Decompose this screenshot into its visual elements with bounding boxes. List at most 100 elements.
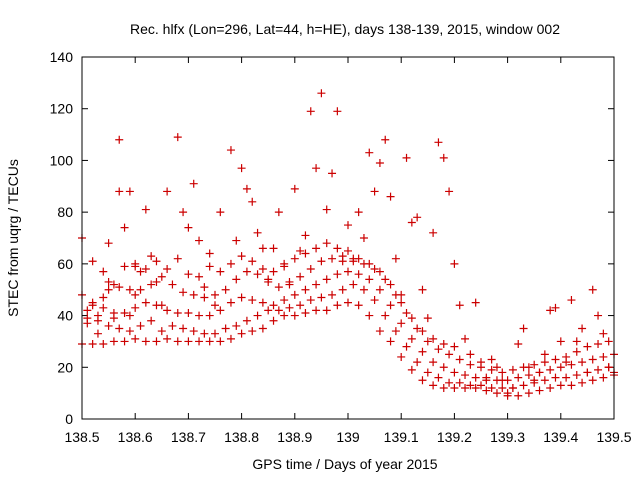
data-point (354, 208, 363, 217)
data-point (349, 257, 358, 266)
data-point (163, 187, 172, 196)
data-point (381, 311, 390, 320)
data-point (333, 301, 342, 310)
data-point (173, 133, 182, 142)
data-point (280, 296, 289, 305)
data-point (418, 376, 427, 385)
data-point (264, 306, 273, 315)
data-point (370, 187, 379, 196)
data-point (157, 272, 166, 281)
data-point (109, 337, 118, 346)
data-point (211, 290, 219, 299)
data-point (274, 208, 283, 217)
data-point (562, 373, 571, 382)
data-point (471, 298, 480, 307)
data-point (583, 368, 592, 377)
data-point (354, 270, 363, 279)
data-point (328, 254, 337, 263)
data-point (189, 290, 198, 299)
data-point (407, 334, 416, 343)
data-point (195, 311, 204, 320)
data-point (99, 303, 108, 312)
data-point (429, 334, 438, 343)
data-point (439, 340, 448, 349)
data-point (131, 303, 140, 312)
x-tick-label: 139.1 (384, 429, 419, 445)
data-point (375, 159, 384, 168)
data-point (551, 373, 560, 382)
data-point (200, 293, 209, 302)
data-point (317, 293, 326, 302)
data-point (429, 358, 438, 367)
data-point (455, 301, 464, 310)
data-point (503, 376, 512, 385)
data-point (93, 329, 102, 338)
y-tick-label: 0 (65, 411, 73, 427)
y-tick-label: 120 (50, 101, 74, 117)
data-point (434, 345, 443, 354)
data-point (312, 164, 321, 173)
data-point (578, 378, 587, 387)
data-point (418, 285, 427, 294)
data-point (418, 347, 427, 356)
data-point (418, 327, 427, 336)
data-point (338, 285, 347, 294)
data-point (407, 314, 416, 323)
data-point (413, 213, 422, 222)
data-point (253, 311, 262, 320)
data-point (163, 265, 172, 274)
data-point (477, 363, 485, 372)
data-point (466, 360, 475, 369)
data-point (322, 205, 331, 214)
data-point (546, 306, 555, 315)
data-point (131, 290, 140, 299)
data-point (338, 252, 347, 261)
data-point (173, 254, 182, 263)
data-point (471, 383, 480, 392)
data-point (407, 218, 416, 227)
data-point (264, 277, 273, 286)
data-point (508, 383, 517, 392)
data-point (540, 376, 549, 385)
data-point (296, 301, 305, 310)
data-point (152, 301, 161, 310)
x-tick-label: 138.9 (277, 429, 312, 445)
data-point (274, 283, 283, 292)
data-point (109, 280, 118, 289)
data-point (226, 334, 235, 343)
data-point (578, 324, 587, 333)
data-point (301, 308, 310, 317)
x-tick-label: 138.5 (64, 429, 99, 445)
data-point (285, 303, 294, 312)
data-point (216, 267, 225, 276)
data-point (269, 267, 278, 276)
x-tick-label: 138.7 (171, 429, 206, 445)
data-point (556, 337, 565, 346)
data-point (312, 306, 321, 315)
data-point (104, 239, 113, 248)
data-point (434, 138, 443, 147)
data-point (588, 355, 597, 364)
data-point (226, 259, 235, 268)
data-point (301, 231, 310, 240)
data-point (205, 249, 214, 258)
data-point (359, 234, 368, 242)
data-point (594, 340, 603, 349)
y-axis-label: STEC from uqrg / TECUs (5, 159, 21, 317)
data-point (407, 365, 416, 374)
data-point (439, 383, 448, 392)
data-point (492, 389, 501, 398)
data-point (88, 340, 97, 349)
data-point (306, 296, 315, 305)
data-point (173, 337, 182, 346)
data-point (216, 337, 225, 346)
data-point (344, 298, 352, 307)
data-point (450, 368, 459, 377)
data-point (477, 381, 485, 390)
data-point (83, 306, 92, 315)
data-point (322, 239, 331, 248)
data-point (423, 314, 432, 323)
data-point (205, 262, 214, 271)
